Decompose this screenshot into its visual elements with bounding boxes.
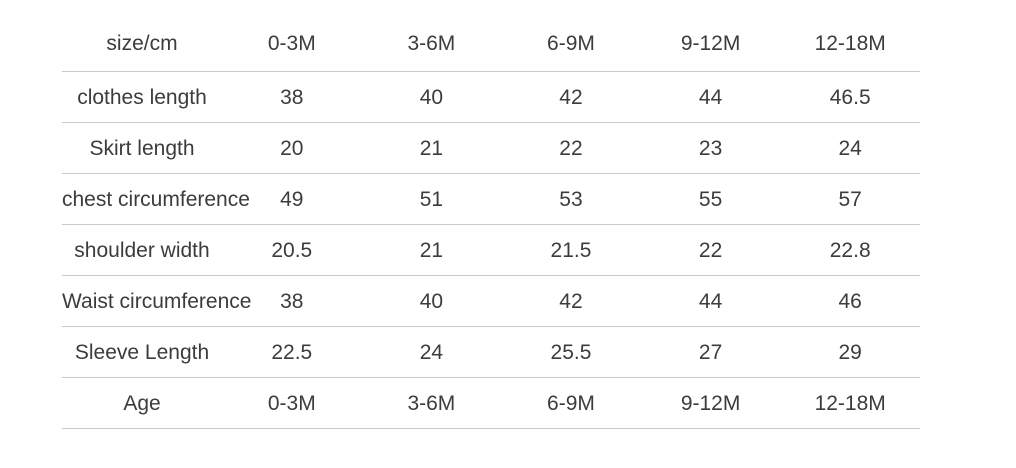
- value-cell: 23: [640, 122, 781, 174]
- value-cell: 20: [222, 122, 362, 174]
- table-row: Skirt length 20 21 22 23 24: [62, 122, 920, 174]
- row-label: clothes length: [62, 71, 222, 123]
- value-cell: 22.8: [780, 224, 920, 276]
- value-cell: 20.5: [222, 224, 362, 276]
- value-cell: 42: [501, 71, 641, 123]
- value-cell: 44: [640, 275, 781, 327]
- table-row: Waist circumference 38 40 42 44 46: [62, 275, 920, 327]
- value-cell: 51: [361, 173, 502, 225]
- value-cell: 46.5: [780, 71, 920, 123]
- value-cell: 57: [780, 173, 920, 225]
- value-cell: 6-9M: [501, 377, 641, 429]
- value-cell: 22: [501, 122, 641, 174]
- value-cell: 53: [501, 173, 641, 225]
- row-label: Sleeve Length: [62, 326, 222, 378]
- header-cell-size: 6-9M: [501, 15, 641, 72]
- value-cell: 29: [780, 326, 920, 378]
- value-cell: 27: [640, 326, 781, 378]
- row-label: Waist circumference: [62, 275, 251, 327]
- row-label: Skirt length: [62, 122, 222, 174]
- value-cell: 40: [361, 275, 502, 327]
- value-cell: 40: [361, 71, 502, 123]
- row-label: chest circumference: [62, 173, 250, 225]
- value-cell: 21: [361, 122, 502, 174]
- value-cell: 38: [222, 275, 362, 327]
- value-cell: 21.5: [501, 224, 641, 276]
- value-cell: 38: [222, 71, 362, 123]
- value-cell: 0-3M: [222, 377, 362, 429]
- table-row: Age 0-3M 3-6M 6-9M 9-12M 12-18M: [62, 377, 920, 429]
- header-cell-size: 12-18M: [780, 15, 920, 72]
- header-cell-size: 3-6M: [361, 15, 502, 72]
- value-cell: 55: [640, 173, 781, 225]
- header-cell-size: 9-12M: [640, 15, 781, 72]
- header-cell-size: 0-3M: [222, 15, 362, 72]
- table-row: shoulder width 20.5 21 21.5 22 22.8: [62, 224, 920, 276]
- value-cell: 21: [361, 224, 502, 276]
- value-cell: 12-18M: [780, 377, 920, 429]
- value-cell: 9-12M: [640, 377, 781, 429]
- value-cell: 42: [501, 275, 641, 327]
- value-cell: 22: [640, 224, 781, 276]
- value-cell: 24: [780, 122, 920, 174]
- value-cell: 25.5: [501, 326, 641, 378]
- table-row: chest circumference 49 51 53 55 57: [62, 173, 920, 225]
- header-row: size/cm 0-3M 3-6M 6-9M 9-12M 12-18M: [62, 15, 920, 72]
- value-cell: 3-6M: [361, 377, 502, 429]
- table-row: Sleeve Length 22.5 24 25.5 27 29: [62, 326, 920, 378]
- row-label: Age: [62, 377, 222, 429]
- value-cell: 44: [640, 71, 781, 123]
- value-cell: 46: [780, 275, 920, 327]
- size-chart-table: size/cm 0-3M 3-6M 6-9M 9-12M 12-18M clot…: [62, 15, 920, 429]
- table-row: clothes length 38 40 42 44 46.5: [62, 71, 920, 123]
- row-label: shoulder width: [62, 224, 222, 276]
- value-cell: 22.5: [222, 326, 362, 378]
- header-cell-size-unit: size/cm: [62, 15, 222, 72]
- value-cell: 24: [361, 326, 502, 378]
- value-cell: 49: [222, 173, 362, 225]
